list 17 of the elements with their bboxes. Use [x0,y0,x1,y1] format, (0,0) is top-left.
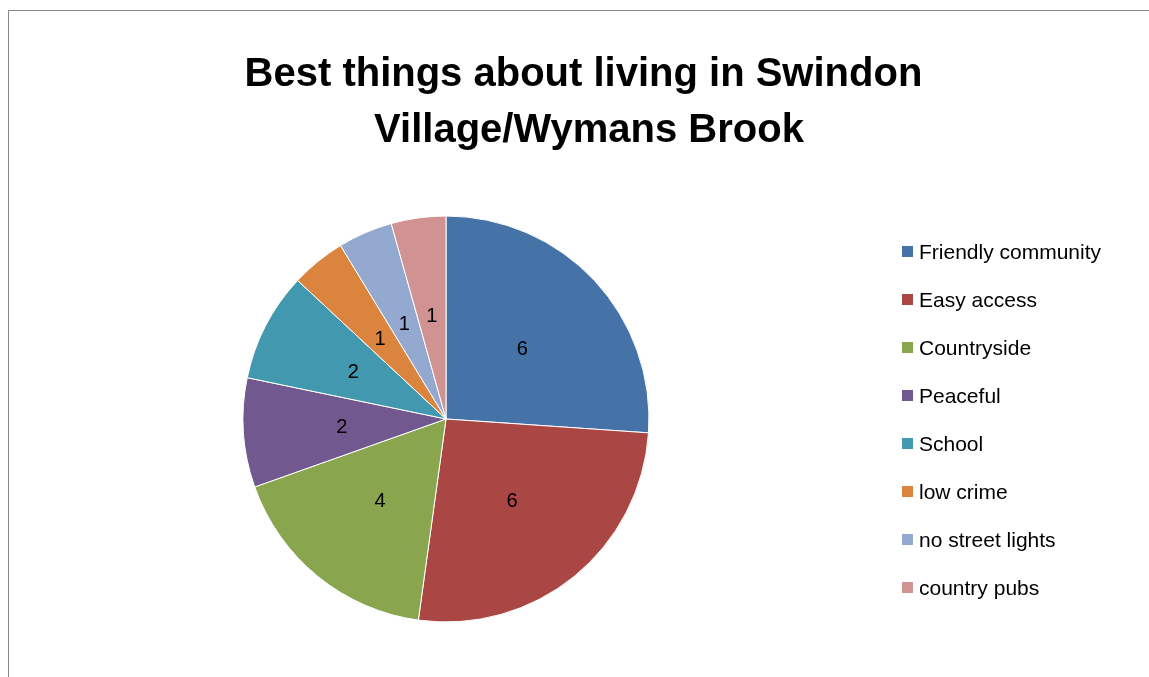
data-label: 4 [374,489,386,512]
data-label: 1 [374,326,386,349]
legend-label: School [919,432,984,455]
legend-label: Peaceful [919,384,1001,407]
legend-label: Countryside [919,336,1032,359]
legend-label: country pubs [919,576,1040,599]
data-label: 1 [426,304,438,327]
data-label: 2 [347,359,359,382]
data-label: 6 [506,489,518,512]
legend-label: low crime [919,480,1008,503]
data-label: 6 [516,336,528,359]
legend-label: Friendly community [919,240,1102,263]
chart-title: Best things about living in Swindon Village/Wymans Brook [244,50,934,150]
legend-label: Easy access [919,288,1037,311]
legend-label: no street lights [919,528,1056,551]
data-label: 1 [398,312,410,335]
data-label: 2 [336,415,348,438]
